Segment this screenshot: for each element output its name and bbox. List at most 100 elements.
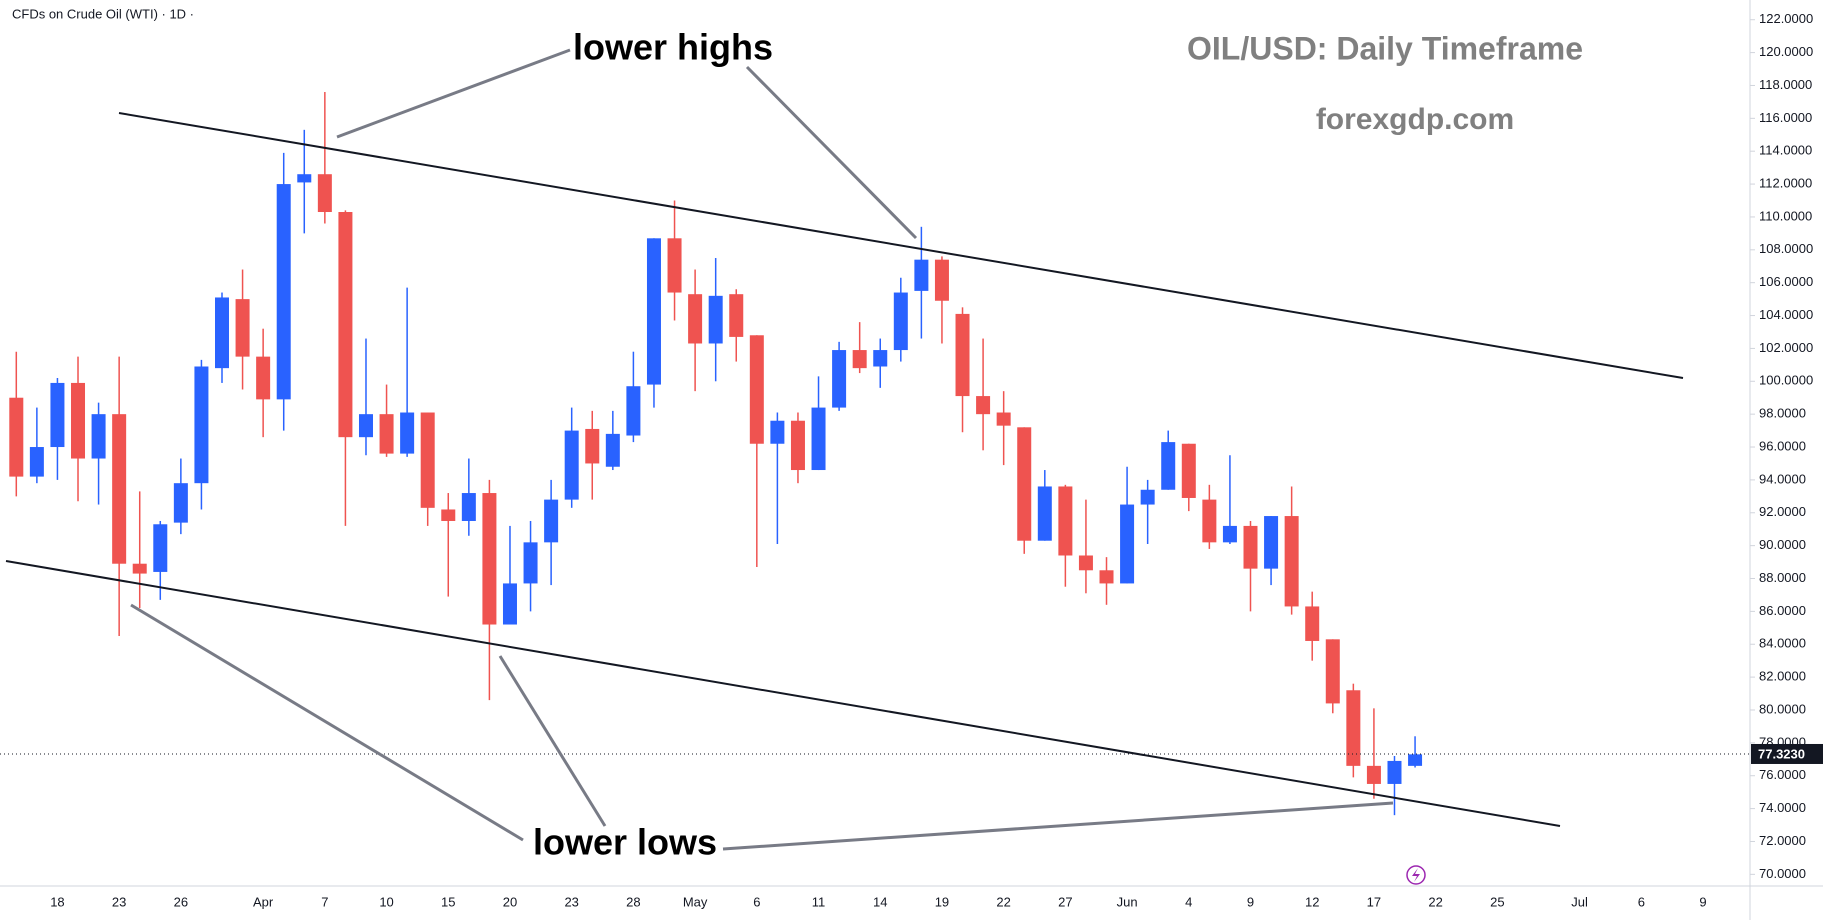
candle-body bbox=[338, 212, 353, 438]
candle-body bbox=[112, 414, 127, 564]
x-tick-label: 23 bbox=[112, 894, 126, 909]
candle-body bbox=[153, 524, 168, 572]
y-tick-label: 116.0000 bbox=[1759, 110, 1812, 125]
x-tick-label: 10 bbox=[379, 894, 393, 909]
candle-body bbox=[256, 356, 271, 400]
candle-body bbox=[132, 563, 147, 574]
pointer-line bbox=[498, 655, 607, 827]
candle-body bbox=[215, 297, 229, 369]
candle-body bbox=[29, 447, 44, 477]
candle-body bbox=[173, 483, 188, 523]
candle-body bbox=[852, 350, 867, 369]
candle-body bbox=[976, 396, 991, 415]
y-tick-label: 114.0000 bbox=[1759, 143, 1812, 158]
x-tick-label: 9 bbox=[1247, 894, 1254, 909]
candle-body bbox=[564, 430, 579, 500]
x-tick-label: 23 bbox=[564, 894, 578, 909]
x-tick-label: May bbox=[683, 894, 708, 909]
y-tick-label: 112.0000 bbox=[1759, 176, 1812, 191]
candle-body bbox=[276, 184, 291, 400]
annotation: lower highs bbox=[573, 27, 773, 68]
candle-body bbox=[1305, 606, 1320, 641]
y-tick-label: 120.0000 bbox=[1759, 44, 1813, 59]
candle-body bbox=[873, 350, 888, 367]
candle-body bbox=[646, 238, 661, 385]
y-tick-label: 108.0000 bbox=[1759, 241, 1813, 256]
x-tick-label: 19 bbox=[935, 894, 949, 909]
candle-body bbox=[1099, 570, 1114, 584]
candle-body bbox=[358, 414, 373, 438]
y-tick-label: 90.0000 bbox=[1759, 537, 1806, 552]
chart-subtitle: forexgdp.com bbox=[1316, 103, 1514, 136]
y-tick-label: 74.0000 bbox=[1759, 800, 1806, 815]
candle-body bbox=[523, 542, 538, 584]
candle-body bbox=[1017, 427, 1032, 541]
candle-body bbox=[441, 509, 456, 521]
candle-body bbox=[400, 412, 415, 454]
pointer-line bbox=[745, 65, 918, 240]
x-tick-label: Apr bbox=[253, 894, 274, 909]
candle-body bbox=[1387, 760, 1402, 784]
candle-body bbox=[605, 433, 620, 467]
y-tick-label: 92.0000 bbox=[1759, 504, 1806, 519]
candle-body bbox=[708, 295, 723, 344]
candle-body bbox=[1202, 499, 1217, 543]
y-tick-label: 102.0000 bbox=[1759, 340, 1813, 355]
candle-body bbox=[1161, 442, 1176, 490]
candle-body bbox=[379, 414, 394, 454]
x-tick-label: 28 bbox=[626, 894, 640, 909]
candle-body bbox=[893, 292, 908, 351]
candle-body bbox=[50, 382, 65, 448]
candle-body bbox=[1346, 690, 1361, 766]
candle-body bbox=[749, 335, 764, 444]
x-tick-label: 12 bbox=[1305, 894, 1319, 909]
x-tick-label: 20 bbox=[503, 894, 517, 909]
y-tick-label: 104.0000 bbox=[1759, 307, 1813, 322]
candle-body bbox=[729, 294, 744, 337]
candle-body bbox=[1284, 516, 1299, 607]
pointer-line bbox=[722, 801, 1394, 851]
y-tick-label: 86.0000 bbox=[1759, 603, 1806, 618]
y-tick-label: 122.0000 bbox=[1759, 11, 1813, 26]
y-tick-label: 96.0000 bbox=[1759, 438, 1806, 453]
candle-body bbox=[1366, 765, 1381, 784]
candle-body bbox=[790, 420, 805, 471]
x-tick-label: Jun bbox=[1117, 894, 1138, 909]
event-icon[interactable] bbox=[1406, 865, 1426, 885]
candle-body bbox=[626, 386, 641, 436]
candle-body bbox=[1037, 486, 1052, 541]
candle-body bbox=[1408, 754, 1423, 766]
x-tick-label: 26 bbox=[174, 894, 188, 909]
candle-body bbox=[91, 414, 106, 459]
pointer-line bbox=[336, 48, 571, 139]
candle-body bbox=[585, 428, 600, 464]
x-tick-label: 25 bbox=[1490, 894, 1504, 909]
x-tick-label: 18 bbox=[50, 894, 64, 909]
candle-body bbox=[1120, 504, 1135, 584]
candle-body bbox=[317, 174, 332, 213]
lower-trendline bbox=[5, 560, 1561, 827]
x-tick-label: 9 bbox=[1699, 894, 1706, 909]
x-tick-label: 27 bbox=[1058, 894, 1072, 909]
y-tick-label: 72.0000 bbox=[1759, 833, 1806, 848]
x-tick-label: 22 bbox=[1428, 894, 1442, 909]
candle-body bbox=[1181, 443, 1196, 498]
event-icon-bolt bbox=[1412, 868, 1420, 882]
candle-body bbox=[770, 420, 785, 444]
x-tick-label: 15 bbox=[441, 894, 455, 909]
candle-body bbox=[544, 499, 559, 543]
candle-body bbox=[9, 397, 24, 477]
candle-body bbox=[996, 412, 1011, 426]
y-tick-label: 82.0000 bbox=[1759, 669, 1806, 684]
x-tick-label: 6 bbox=[1638, 894, 1645, 909]
candle-body bbox=[482, 493, 497, 625]
y-tick-label: 100.0000 bbox=[1759, 373, 1813, 388]
y-tick-label: 70.0000 bbox=[1759, 866, 1806, 881]
candle-body bbox=[934, 259, 949, 301]
candle-body bbox=[297, 174, 312, 183]
candle-body bbox=[914, 259, 929, 291]
x-tick-label: 11 bbox=[812, 894, 826, 909]
